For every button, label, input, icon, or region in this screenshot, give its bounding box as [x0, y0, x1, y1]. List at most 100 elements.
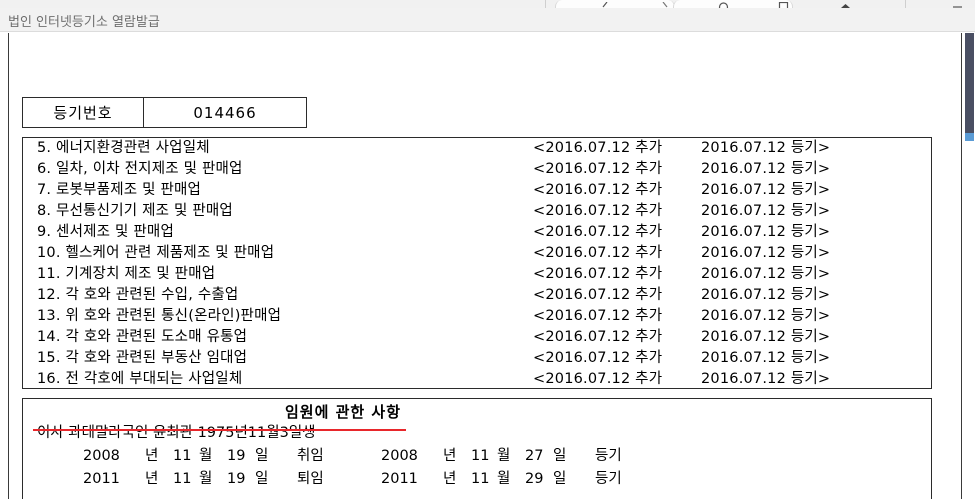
- officer-event-row: 2011 년 11 월 19 일 퇴임 2011 년 11 월 29 일 등기: [83, 467, 622, 488]
- list-item: 9. 센서제조 및 판매업 <2016.07.12 추가 2016.07.12 등…: [23, 222, 931, 243]
- event-year: 2011: [83, 471, 120, 487]
- event-month-unit: 월: [199, 471, 213, 487]
- officer-event-row: 2008 년 11 월 19 일 취임 2008 년 11 월 27 일 등기: [83, 444, 622, 465]
- purpose-text: 9. 센서제조 및 판매업: [37, 224, 174, 240]
- registered-date: 2016.07.12 등기>: [701, 308, 831, 324]
- registration-number-table: 등기번호 014466: [22, 97, 307, 128]
- registered-date: 2016.07.12 등기>: [701, 329, 831, 345]
- stop-icon[interactable]: [778, 2, 789, 8]
- registered-date: 2016.07.12 등기>: [701, 182, 831, 198]
- registration-number-value: 014466: [143, 97, 307, 128]
- purpose-text: 7. 로봇부품제조 및 판매업: [37, 182, 202, 198]
- list-item: 11. 기계장치 제조 및 판매업 <2016.07.12 추가 2016.07.…: [23, 264, 931, 285]
- list-item: 16. 전 각호에 부대되는 사업일체 <2016.07.12 추가 2016.0…: [23, 369, 931, 390]
- officer-name-line: 이사 과테말라국인 윤최관 1975년11월3일생: [37, 425, 316, 441]
- registered-date: 2016.07.12 등기>: [701, 266, 831, 282]
- scrollbar-thumb-highlight[interactable]: [965, 133, 974, 141]
- list-item: 10. 헬스케어 관련 제품제조 및 판매업 <2016.07.12 추가 201…: [23, 243, 931, 264]
- scrollbar-thumb[interactable]: [965, 33, 974, 141]
- event-action: 취임: [297, 448, 324, 464]
- registered-date: 2016.07.12 등기>: [701, 371, 831, 387]
- purpose-meta: <2016.07.12 추가 2016.07.12 등기>: [533, 348, 830, 369]
- reg-day: 27: [525, 448, 544, 464]
- event-year-unit: 년: [145, 448, 159, 464]
- event-year-unit: 년: [145, 471, 159, 487]
- reg-month-unit: 월: [497, 471, 511, 487]
- registered-date: 2016.07.12 등기>: [701, 245, 831, 261]
- purpose-meta: <2016.07.12 추가 2016.07.12 등기>: [533, 264, 830, 285]
- menu-icon[interactable]: [952, 2, 963, 8]
- purpose-meta: <2016.07.12 추가 2016.07.12 등기>: [533, 369, 830, 390]
- purpose-text: 12. 각 호와 관련된 수입, 수출업: [37, 287, 239, 303]
- added-date: <2016.07.12 추가: [533, 203, 663, 219]
- officer-section-heading: 임원에 관한 사항: [284, 403, 402, 421]
- table-row: 등기번호 014466: [22, 97, 307, 128]
- list-item: 6. 일차, 이차 전지제조 및 판매업 <2016.07.12 추가 2016.…: [23, 159, 931, 180]
- added-date: <2016.07.12 추가: [533, 371, 663, 387]
- purpose-meta: <2016.07.12 추가 2016.07.12 등기>: [533, 138, 830, 159]
- event-day-unit: 일: [255, 448, 269, 464]
- reg-year: 2008: [381, 448, 418, 464]
- purpose-meta: <2016.07.12 추가 2016.07.12 등기>: [533, 180, 830, 201]
- forward-icon[interactable]: [660, 2, 671, 8]
- reg-action: 등기: [595, 448, 622, 464]
- event-day-unit: 일: [255, 471, 269, 487]
- event-day: 19: [227, 471, 246, 487]
- browser-tab-ghost-2[interactable]: [673, 0, 793, 8]
- registered-date: 2016.07.12 등기>: [701, 350, 831, 366]
- reload-icon[interactable]: [718, 2, 729, 8]
- browser-tab-ghost-1[interactable]: [555, 0, 675, 8]
- added-date: <2016.07.12 추가: [533, 329, 663, 345]
- reg-day: 29: [525, 471, 544, 487]
- event-month-unit: 월: [199, 448, 213, 464]
- back-icon[interactable]: [600, 2, 611, 8]
- added-date: <2016.07.12 추가: [533, 140, 663, 156]
- added-date: <2016.07.12 추가: [533, 161, 663, 177]
- reg-action: 등기: [595, 471, 622, 487]
- list-item: 5. 에너지환경관련 사업일체 <2016.07.12 추가 2016.07.12…: [23, 138, 931, 159]
- reg-month-unit: 월: [497, 448, 511, 464]
- home-icon[interactable]: [840, 2, 851, 8]
- purpose-text: 5. 에너지환경관련 사업일체: [37, 140, 210, 156]
- purpose-meta: <2016.07.12 추가 2016.07.12 등기>: [533, 159, 830, 180]
- event-month: 11: [173, 471, 192, 487]
- chrome-divider-2: [905, 0, 906, 8]
- registered-date: 2016.07.12 등기>: [701, 224, 831, 240]
- reg-year-unit: 년: [443, 471, 457, 487]
- registered-date: 2016.07.12 등기>: [701, 140, 831, 156]
- purpose-text: 8. 무선통신기기 제조 및 판매업: [37, 203, 233, 219]
- purpose-text: 15. 각 호와 관련된 부동산 임대업: [37, 350, 248, 366]
- event-year: 2008: [83, 448, 120, 464]
- purpose-text: 11. 기계장치 제조 및 판매업: [37, 266, 216, 282]
- officer-section-box: 임원에 관한 사항 이사 과테말라국인 윤최관 1975년11월3일생 2008…: [22, 398, 932, 499]
- business-purpose-box: 5. 에너지환경관련 사업일체 <2016.07.12 추가 2016.07.12…: [22, 137, 932, 389]
- registered-date: 2016.07.12 등기>: [701, 161, 831, 177]
- event-month: 11: [173, 448, 192, 464]
- added-date: <2016.07.12 추가: [533, 287, 663, 303]
- purpose-text: 6. 일차, 이차 전지제조 및 판매업: [37, 161, 243, 177]
- added-date: <2016.07.12 추가: [533, 224, 663, 240]
- event-day: 19: [227, 448, 246, 464]
- list-item: 7. 로봇부품제조 및 판매업 <2016.07.12 추가 2016.07.12…: [23, 180, 931, 201]
- registration-number-label: 등기번호: [22, 97, 144, 128]
- reg-day-unit: 일: [553, 471, 567, 487]
- list-item: 13. 위 호와 관련된 통신(온라인)판매업 <2016.07.12 추가 20…: [23, 306, 931, 327]
- purpose-meta: <2016.07.12 추가 2016.07.12 등기>: [533, 285, 830, 306]
- added-date: <2016.07.12 추가: [533, 350, 663, 366]
- browser-chrome-strip: [0, 0, 975, 8]
- list-item: 15. 각 호와 관련된 부동산 임대업 <2016.07.12 추가 2016.…: [23, 348, 931, 369]
- purpose-meta: <2016.07.12 추가 2016.07.12 등기>: [533, 306, 830, 327]
- reg-month: 11: [471, 448, 490, 464]
- purpose-meta: <2016.07.12 추가 2016.07.12 등기>: [533, 327, 830, 348]
- list-item: 8. 무선통신기기 제조 및 판매업 <2016.07.12 추가 2016.07…: [23, 201, 931, 222]
- chrome-divider: [545, 0, 546, 8]
- added-date: <2016.07.12 추가: [533, 308, 663, 324]
- vertical-scrollbar[interactable]: [961, 33, 975, 499]
- registered-date: 2016.07.12 등기>: [701, 203, 831, 219]
- purpose-meta: <2016.07.12 추가 2016.07.12 등기>: [533, 222, 830, 243]
- page-title: 법인 인터넷등기소 열람발급: [8, 15, 160, 30]
- list-item: 14. 각 호와 관련된 도소매 유통업 <2016.07.12 추가 2016.…: [23, 327, 931, 348]
- reg-year-unit: 년: [443, 448, 457, 464]
- page-left-rule: [8, 33, 9, 499]
